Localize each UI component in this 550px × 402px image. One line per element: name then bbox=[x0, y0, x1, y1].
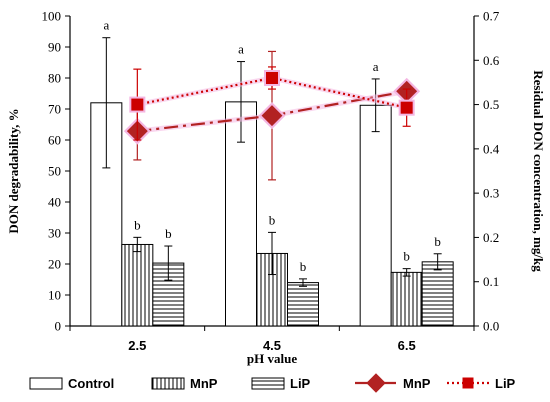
legend-label-lip: LiP bbox=[290, 376, 311, 391]
bar-lip bbox=[287, 282, 319, 327]
significance-label: b bbox=[300, 259, 307, 274]
y2-tick-label: 0.6 bbox=[483, 53, 500, 68]
legend-swatch-control bbox=[29, 377, 63, 390]
significance-label: b bbox=[434, 234, 441, 249]
point-lip bbox=[131, 98, 144, 111]
y-tick-label: 90 bbox=[48, 40, 61, 55]
axes: 0 10 20 30 40 50 60 70 80 90 100 0.0 0.1 0.2 0.3 0.4 0.5… bbox=[42, 9, 500, 354]
y2-tick-label: 0.2 bbox=[483, 230, 499, 245]
y-tick-label: 80 bbox=[48, 71, 61, 86]
legend-swatch-lip bbox=[251, 377, 285, 390]
legend-label-mnp: MnP bbox=[190, 376, 218, 391]
significance-label: b bbox=[134, 217, 141, 232]
y-tick-label: 0 bbox=[55, 319, 62, 334]
y-tick-label: 100 bbox=[42, 9, 62, 24]
bar-mnp bbox=[121, 243, 154, 327]
y-tick-label: 50 bbox=[48, 164, 61, 179]
significance-label: a bbox=[238, 42, 244, 57]
y2-tick-label: 0.5 bbox=[483, 97, 499, 112]
significance-label: b bbox=[403, 249, 410, 264]
point-mnp bbox=[261, 105, 283, 127]
legend: Control MnP LiP MnP LiP bbox=[29, 373, 516, 393]
legend-marker-lip bbox=[462, 377, 474, 389]
x-tick-label: 2.5 bbox=[128, 338, 146, 353]
legend-label-line-lip: LiP bbox=[495, 376, 516, 391]
bar-mnp bbox=[390, 271, 423, 327]
significance-label: b bbox=[165, 226, 172, 241]
y2-tick-label: 0.1 bbox=[483, 274, 499, 289]
x-axis-label: pH value bbox=[247, 351, 297, 366]
point-lip bbox=[400, 101, 413, 114]
bar-lip bbox=[421, 261, 454, 327]
legend-marker-mnp bbox=[366, 373, 386, 393]
y2-tick-label: 0.3 bbox=[483, 186, 499, 201]
legend-swatch-mnp bbox=[151, 377, 185, 390]
y2-tick-label: 0.4 bbox=[483, 141, 500, 156]
significance-label: a bbox=[373, 59, 379, 74]
y-axis-label: DON degradability, % bbox=[6, 108, 21, 233]
legend-label-control: Control bbox=[68, 376, 114, 391]
bar-layer: a b b a b b a b b bbox=[90, 18, 454, 327]
y2-tick-label: 0.0 bbox=[483, 319, 499, 334]
significance-label: b bbox=[269, 212, 276, 227]
bar-control bbox=[359, 104, 392, 327]
y-tick-label: 30 bbox=[48, 226, 61, 241]
y-tick-label: 10 bbox=[48, 288, 61, 303]
bar-control bbox=[225, 101, 257, 327]
y-tick-label: 20 bbox=[48, 257, 61, 272]
line-layer bbox=[123, 50, 421, 181]
y-tick-label: 60 bbox=[48, 133, 61, 148]
y-tick-label: 40 bbox=[48, 195, 61, 210]
x-tick-label: 6.5 bbox=[398, 338, 416, 353]
y2-tick-label: 0.7 bbox=[483, 9, 500, 24]
point-lip bbox=[266, 72, 278, 84]
significance-label: a bbox=[103, 18, 109, 33]
y-tick-label: 70 bbox=[48, 102, 61, 117]
x-tick-label: 4.5 bbox=[263, 338, 281, 353]
legend-label-line-mnp: MnP bbox=[403, 376, 431, 391]
line-lip bbox=[137, 76, 407, 109]
y2-axis-label: Residual DON concentration, mg/kg bbox=[531, 70, 546, 272]
